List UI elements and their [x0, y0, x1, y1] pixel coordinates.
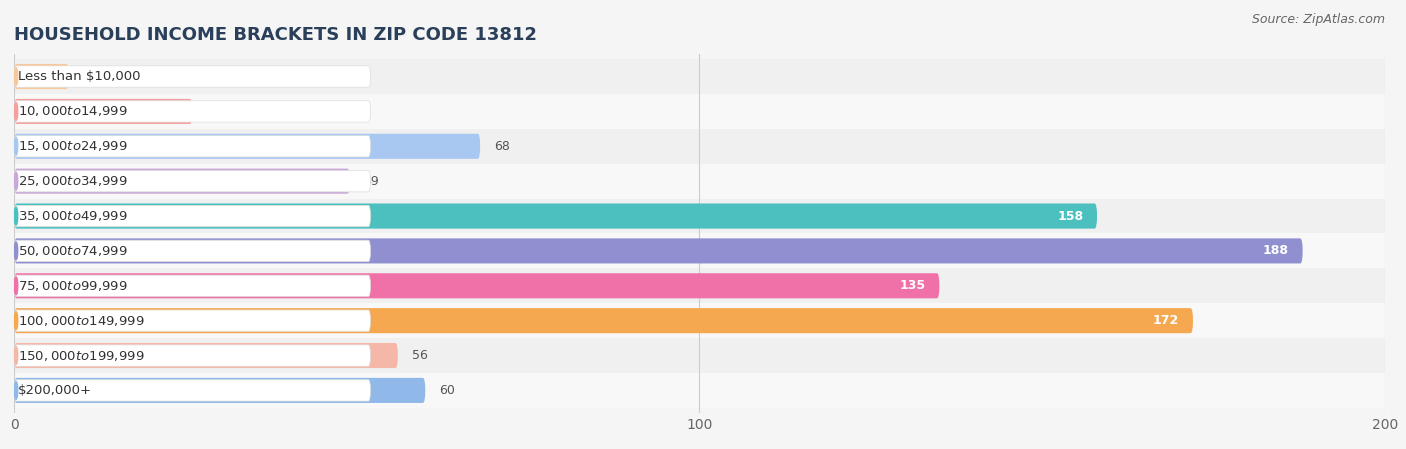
Circle shape [14, 102, 18, 120]
FancyBboxPatch shape [14, 310, 371, 331]
FancyBboxPatch shape [14, 240, 371, 262]
Circle shape [14, 68, 18, 85]
Circle shape [14, 347, 18, 365]
Text: HOUSEHOLD INCOME BRACKETS IN ZIP CODE 13812: HOUSEHOLD INCOME BRACKETS IN ZIP CODE 13… [14, 26, 537, 44]
Text: 60: 60 [439, 384, 456, 397]
Text: $25,000 to $34,999: $25,000 to $34,999 [18, 174, 128, 188]
Circle shape [14, 137, 18, 155]
Bar [14, 198, 1385, 233]
FancyBboxPatch shape [14, 203, 1097, 229]
Text: $35,000 to $49,999: $35,000 to $49,999 [18, 209, 128, 223]
Bar [14, 94, 1385, 129]
Text: 158: 158 [1057, 210, 1084, 223]
Text: $75,000 to $99,999: $75,000 to $99,999 [18, 279, 128, 293]
FancyBboxPatch shape [14, 308, 1192, 333]
FancyBboxPatch shape [14, 343, 398, 368]
Circle shape [14, 172, 18, 190]
Circle shape [14, 207, 18, 225]
Text: Less than $10,000: Less than $10,000 [18, 70, 141, 83]
FancyBboxPatch shape [14, 380, 371, 401]
Text: $50,000 to $74,999: $50,000 to $74,999 [18, 244, 128, 258]
FancyBboxPatch shape [14, 99, 193, 124]
FancyBboxPatch shape [14, 101, 371, 122]
Text: $100,000 to $149,999: $100,000 to $149,999 [18, 314, 145, 328]
FancyBboxPatch shape [14, 66, 371, 87]
FancyBboxPatch shape [14, 205, 371, 227]
Text: 56: 56 [412, 349, 427, 362]
FancyBboxPatch shape [14, 275, 371, 296]
FancyBboxPatch shape [14, 169, 350, 194]
Bar [14, 59, 1385, 94]
Text: 188: 188 [1263, 244, 1289, 257]
Text: 26: 26 [207, 105, 222, 118]
Text: $150,000 to $199,999: $150,000 to $199,999 [18, 348, 145, 362]
Text: $200,000+: $200,000+ [18, 384, 93, 397]
Bar [14, 338, 1385, 373]
FancyBboxPatch shape [14, 238, 1303, 264]
Text: Source: ZipAtlas.com: Source: ZipAtlas.com [1251, 13, 1385, 26]
Text: 68: 68 [494, 140, 510, 153]
Text: $15,000 to $24,999: $15,000 to $24,999 [18, 139, 128, 153]
FancyBboxPatch shape [14, 345, 371, 366]
FancyBboxPatch shape [14, 64, 69, 89]
Circle shape [14, 277, 18, 295]
Bar [14, 373, 1385, 408]
Text: $10,000 to $14,999: $10,000 to $14,999 [18, 105, 128, 119]
Bar [14, 129, 1385, 164]
Bar [14, 164, 1385, 198]
Circle shape [14, 382, 18, 399]
Bar [14, 269, 1385, 303]
Bar [14, 303, 1385, 338]
Text: 49: 49 [364, 175, 380, 188]
Bar [14, 233, 1385, 269]
FancyBboxPatch shape [14, 136, 371, 157]
FancyBboxPatch shape [14, 378, 425, 403]
Text: 172: 172 [1153, 314, 1180, 327]
Text: 8: 8 [83, 70, 90, 83]
Text: 135: 135 [900, 279, 925, 292]
FancyBboxPatch shape [14, 134, 481, 159]
Circle shape [14, 242, 18, 260]
FancyBboxPatch shape [14, 171, 371, 192]
Circle shape [14, 312, 18, 330]
FancyBboxPatch shape [14, 273, 939, 298]
